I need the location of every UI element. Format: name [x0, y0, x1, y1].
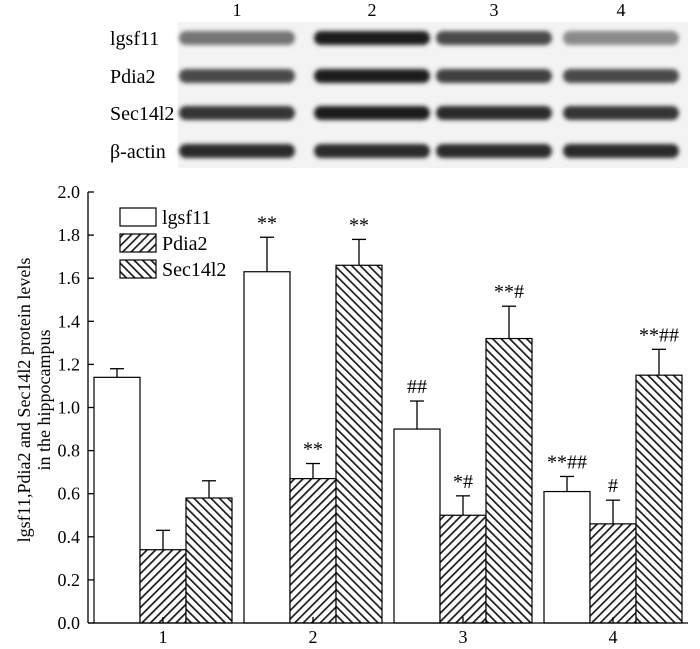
y-axis-title: lgsf11,Pdia2 and Sec14l2 protein levels … [14, 258, 54, 543]
blot-lane-label: 2 [368, 0, 377, 20]
significance-label: *# [453, 471, 473, 493]
y-tick-label: 1.0 [58, 398, 81, 418]
blot-lane-label: 3 [490, 0, 499, 20]
y-tick-label: 1.6 [58, 268, 81, 288]
bars-layer: **##**##***# #****#**## [93, 212, 683, 624]
x-tick-label: 3 [459, 627, 468, 647]
significance-label: **# [494, 281, 524, 303]
blot-band [563, 144, 679, 158]
bar-pdia2 [439, 514, 487, 624]
blot-band [179, 144, 295, 158]
y-tick-label: 1.2 [58, 354, 81, 374]
significance-label: ** [349, 214, 369, 236]
legend-swatch [119, 207, 157, 227]
legend-label: Sec14l2 [162, 259, 226, 281]
blot-bands [179, 31, 679, 158]
blot-row-label: Pdia2 [110, 66, 156, 88]
blot-band [563, 69, 679, 83]
blot-band [179, 69, 295, 83]
legend-label: Pdia2 [162, 233, 208, 255]
bar-sec14l2 [485, 337, 533, 624]
blot-band [436, 144, 552, 158]
bar-pdia2 [589, 523, 637, 624]
significance-label: **## [639, 324, 679, 346]
blot-band [179, 31, 295, 45]
bar-sec14l2 [185, 497, 233, 624]
x-tick-label: 1 [159, 627, 168, 647]
blot-band [179, 106, 295, 120]
y-tick-label: 0.0 [58, 613, 81, 633]
western-blot-panel: 1 2 3 4 lgsf11 Pdia2 Sec14l2 β-actin [110, 0, 688, 168]
significance-label: **## [547, 451, 587, 473]
y-tick-label: 2.0 [58, 182, 81, 202]
legend-swatch [119, 233, 157, 253]
y-tick-label: 0.2 [58, 570, 81, 590]
y-axis: 0.0 0.2 0.4 0.6 0.8 1.0 1.2 1.4 1.6 1.8 2.0 [58, 182, 94, 633]
bar-lgsf11 [243, 271, 291, 624]
blot-band [563, 31, 679, 45]
y-tick-label: 0.6 [58, 484, 81, 504]
bar-chart: lgsf11,Pdia2 and Sec14l2 protein levels … [14, 182, 688, 647]
bar-sec14l2 [635, 374, 683, 624]
bar-pdia2 [289, 478, 337, 624]
legend-swatch [119, 259, 157, 279]
bar-sec14l2 [335, 264, 383, 624]
bar-pdia2 [139, 549, 187, 624]
legend-label: lgsf11 [162, 207, 211, 229]
y-tick-label: 1.4 [58, 311, 81, 331]
x-tick-label: 2 [309, 627, 318, 647]
y-tick-label: 1.8 [58, 225, 81, 245]
legend: lgsf11 Pdia2 Sec14l2 [119, 207, 226, 281]
y-tick-label: 0.8 [58, 441, 81, 461]
blot-band [314, 106, 430, 120]
blot-lane-label: 4 [617, 0, 626, 20]
significance-label: ** [303, 439, 323, 461]
blot-band [314, 31, 430, 45]
y-tick-label: 0.4 [58, 527, 81, 547]
blot-lane-label: 1 [233, 0, 242, 20]
x-axis: 1 2 3 4 [88, 617, 688, 647]
blot-row-label: β-actin [110, 141, 166, 163]
blot-band [436, 31, 552, 45]
bar-lgsf11 [393, 428, 441, 624]
blot-row-label: Sec14l2 [110, 103, 174, 125]
blot-band [314, 69, 430, 83]
bar-lgsf11 [93, 376, 141, 624]
blot-strip-background [178, 22, 688, 168]
blot-row-label: lgsf11 [110, 28, 159, 50]
blot-band [436, 69, 552, 83]
significance-label: ** [257, 212, 277, 234]
blot-band [563, 106, 679, 120]
bar-lgsf11 [543, 490, 591, 624]
blot-band [314, 144, 430, 158]
significance-label: # [608, 475, 618, 497]
significance-label: ## [407, 376, 427, 398]
blot-band [436, 106, 552, 120]
y-axis-title-line-2: in the hippocampus [34, 330, 54, 471]
y-axis-title-line-1: lgsf11,Pdia2 and Sec14l2 protein levels [14, 258, 34, 543]
x-tick-label: 4 [609, 627, 618, 647]
